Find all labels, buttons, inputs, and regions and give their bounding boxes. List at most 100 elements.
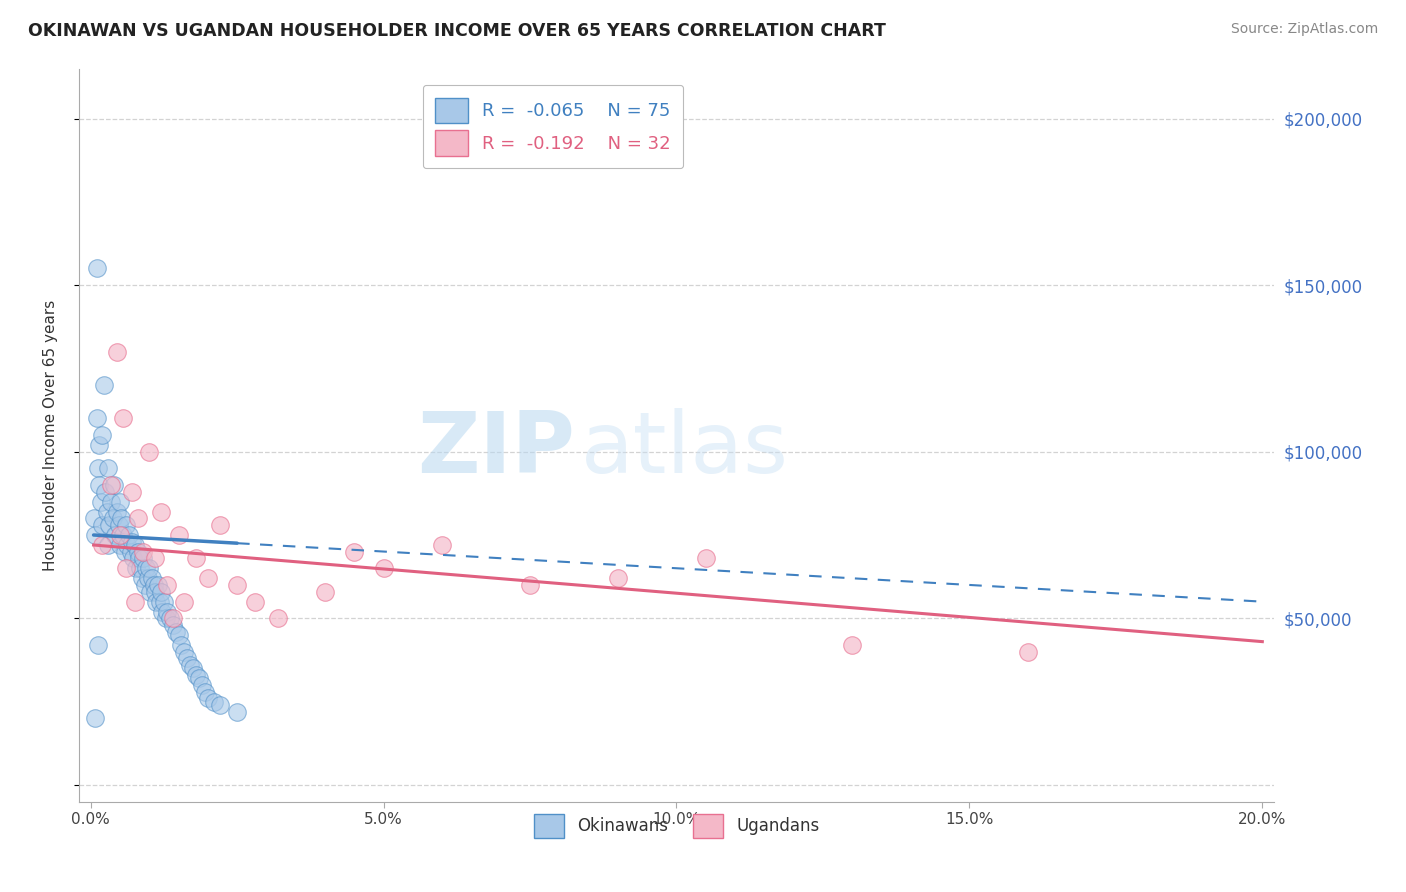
Point [124,594,146,608]
Point [86,638,108,652]
Point [127,511,149,525]
Point [105,505,128,519]
Point [179,657,201,672]
Text: OKINAWAN VS UGANDAN HOUSEHOLDER INCOME OVER 65 YEARS CORRELATION CHART: OKINAWAN VS UGANDAN HOUSEHOLDER INCOME O… [28,22,886,40]
Point [184,668,207,682]
Point [519,578,541,592]
Point [86,411,108,425]
Point [167,528,190,542]
Point [111,528,134,542]
Point [108,528,131,542]
Point [226,705,249,719]
Point [111,411,134,425]
Point [162,611,184,625]
Point [94,484,117,499]
Point [138,444,160,458]
Point [86,461,108,475]
Point [136,571,159,585]
Point [127,544,149,558]
Point [86,261,108,276]
Point [104,528,127,542]
Point [93,378,115,392]
Point [143,551,166,566]
Point [173,645,195,659]
Point [191,678,214,692]
Point [156,578,179,592]
Point [149,584,172,599]
Point [91,538,114,552]
Point [841,638,863,652]
Point [121,534,143,549]
Point [125,561,148,575]
Point [128,551,150,566]
Point [89,478,111,492]
Point [202,695,225,709]
Text: Source: ZipAtlas.com: Source: ZipAtlas.com [1230,22,1378,37]
Point [134,578,156,592]
Point [430,538,453,552]
Y-axis label: Householder Income Over 65 years: Householder Income Over 65 years [44,300,58,571]
Point [105,344,128,359]
Point [121,551,143,566]
Point [97,461,120,475]
Point [267,611,290,625]
Point [176,651,198,665]
Point [159,611,181,625]
Point [145,594,167,608]
Point [343,544,366,558]
Point [108,494,131,508]
Point [96,505,118,519]
Point [108,538,131,552]
Point [156,605,179,619]
Point [314,584,336,599]
Point [181,661,204,675]
Point [1017,645,1039,659]
Point [84,528,107,542]
Point [197,571,219,585]
Point [97,538,120,552]
Text: ZIP: ZIP [418,409,575,491]
Point [129,561,152,575]
Point [173,594,195,608]
Point [142,578,165,592]
Point [606,571,628,585]
Point [118,528,141,542]
Point [695,551,717,566]
Point [139,584,162,599]
Point [120,544,142,558]
Point [194,684,217,698]
Text: atlas: atlas [581,409,789,491]
Point [131,571,153,585]
Point [124,538,146,552]
Point [98,518,121,533]
Point [162,618,184,632]
Point [91,428,114,442]
Point [149,505,172,519]
Point [243,594,266,608]
Point [373,561,395,575]
Point [101,511,124,525]
Point [167,628,190,642]
Point [226,578,249,592]
Point [83,511,105,525]
Point [155,611,177,625]
Point [132,544,155,558]
Point [114,544,136,558]
Point [115,538,138,552]
Point [114,561,136,575]
Point [100,494,122,508]
Point [188,671,211,685]
Point [149,594,172,608]
Point [143,584,166,599]
Point [146,578,169,592]
Point [153,594,176,608]
Point [91,518,114,533]
Point [90,494,112,508]
Point [132,551,155,566]
Point [138,561,160,575]
Point [121,484,143,499]
Point [89,438,111,452]
Point [141,571,163,585]
Point [170,638,193,652]
Point [208,518,231,533]
